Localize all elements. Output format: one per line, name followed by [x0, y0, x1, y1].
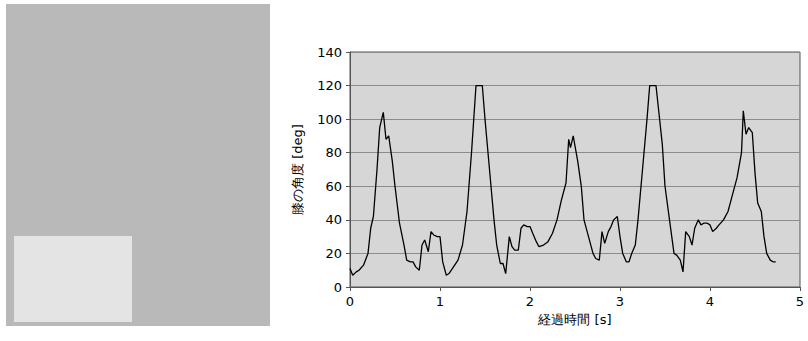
svg-text:0: 0: [334, 280, 342, 295]
svg-text:100: 100: [317, 112, 342, 127]
svg-text:140: 140: [317, 45, 342, 60]
svg-text:40: 40: [325, 212, 342, 227]
svg-text:120: 120: [317, 78, 342, 93]
svg-text:2: 2: [526, 294, 534, 309]
svg-text:膝の角度 [deg]: 膝の角度 [deg]: [290, 124, 305, 215]
svg-text:5: 5: [796, 294, 804, 309]
svg-text:1: 1: [436, 294, 444, 309]
svg-text:60: 60: [325, 179, 342, 194]
svg-text:3: 3: [616, 294, 624, 309]
svg-text:経過時間 [s]: 経過時間 [s]: [537, 312, 611, 327]
svg-text:20: 20: [325, 246, 342, 261]
svg-text:4: 4: [706, 294, 714, 309]
svg-text:0: 0: [346, 294, 354, 309]
svg-text:80: 80: [325, 145, 342, 160]
